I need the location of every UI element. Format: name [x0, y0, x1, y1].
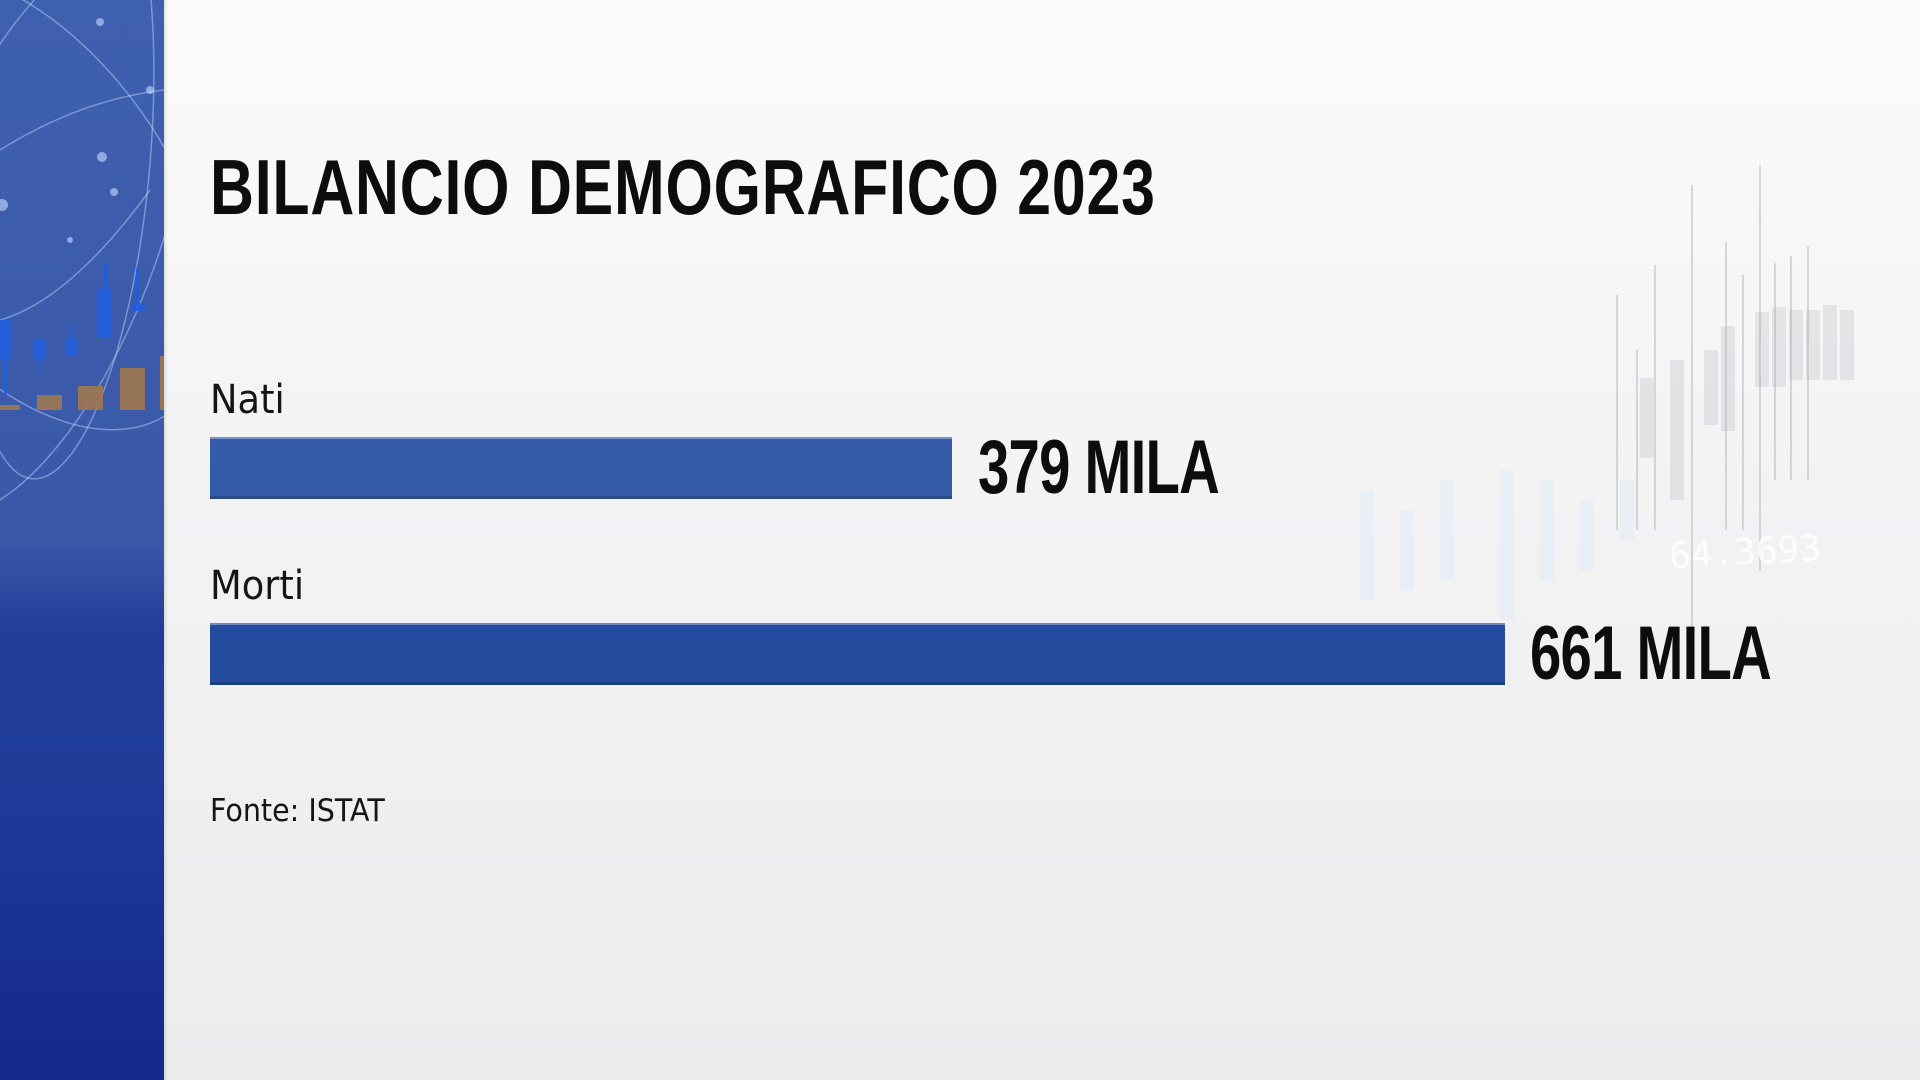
- value-nati: 379 MILA: [978, 425, 1220, 510]
- value-morti: 661 MILA: [1530, 611, 1772, 696]
- side-decor-panel: [0, 0, 164, 1080]
- globe-network-decor: [0, 0, 164, 516]
- chart-title: BILANCIO DEMOGRAFICO 2023: [210, 143, 1156, 231]
- ticker-text: 64.3693: [1668, 528, 1822, 577]
- side-panel-shadow: [164, 0, 168, 1080]
- background-candlestick-decor: 64.3693: [1360, 165, 1854, 670]
- bar-nati: [210, 437, 952, 499]
- row-label-morti: Morti: [210, 563, 305, 609]
- source-label: Fonte: ISTAT: [210, 793, 385, 829]
- row-label-nati: Nati: [210, 377, 285, 423]
- bar-morti: [210, 623, 1505, 685]
